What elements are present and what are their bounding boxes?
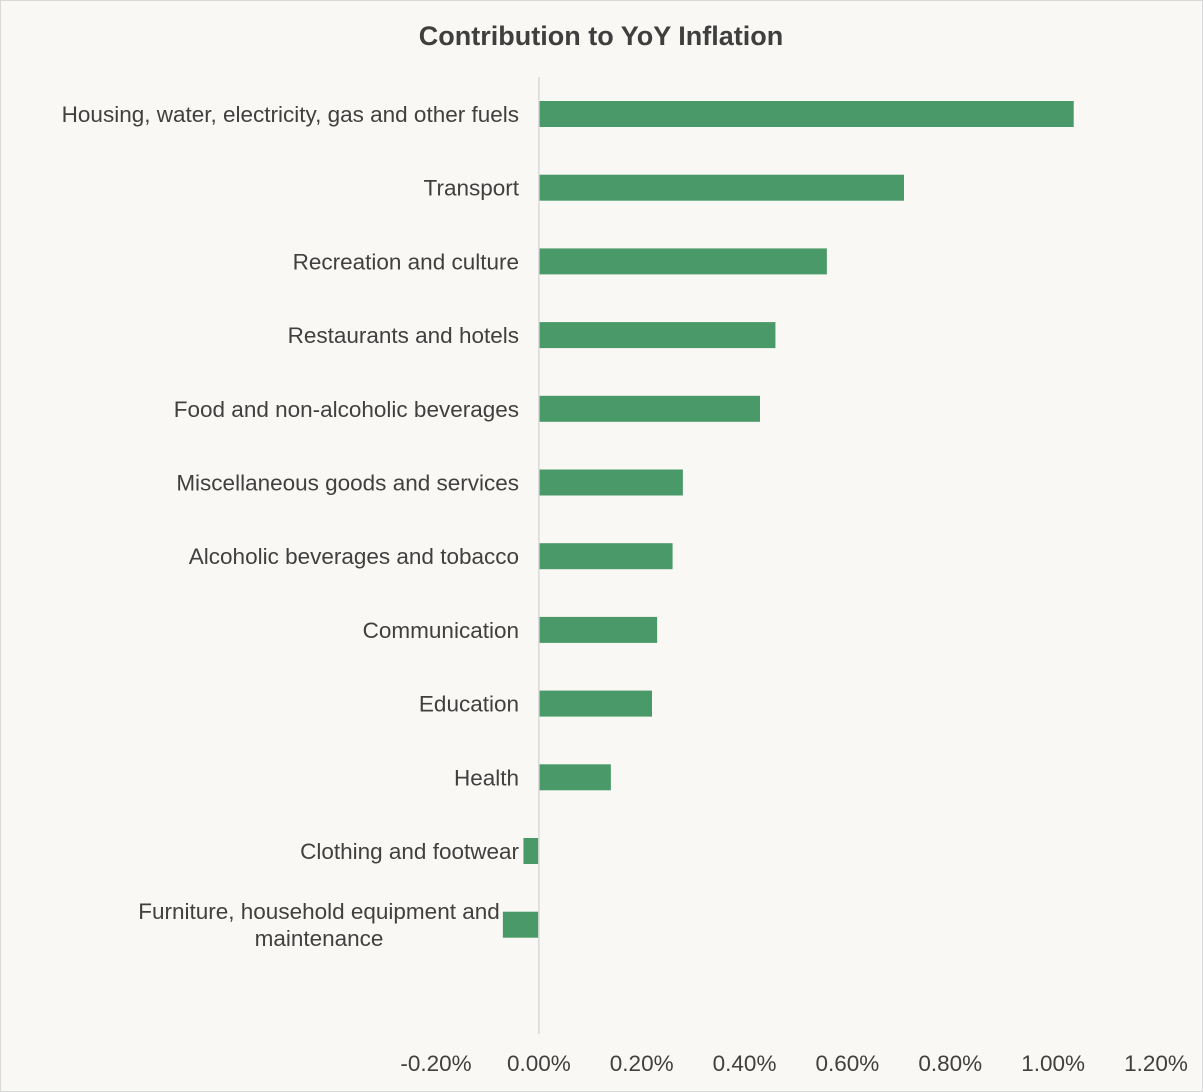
x-tick-label: 0.00% (507, 1051, 571, 1076)
bar (538, 174, 904, 201)
category-label: Food and non-alcoholic beverages (174, 397, 519, 422)
bar (523, 838, 539, 864)
category-label-line: maintenance (255, 926, 384, 951)
bars-layer (502, 101, 1074, 938)
x-tick-label: 0.60% (816, 1051, 880, 1076)
category-label: Communication (363, 618, 519, 643)
x-tick-label: 0.40% (713, 1051, 777, 1076)
chart-title: Contribution to YoY Inflation (419, 21, 783, 51)
x-tick-labels: -0.20% 0.00% 0.20% 0.40% 0.60% 0.80% 1.00% 1.20… (400, 1051, 1188, 1076)
bar (538, 101, 1074, 127)
bar (538, 248, 827, 275)
x-tick-label: 1.20% (1124, 1051, 1188, 1076)
bar (538, 543, 673, 570)
bar (538, 764, 611, 791)
category-label: Miscellaneous goods and services (176, 471, 519, 496)
bar (538, 395, 760, 422)
category-label: Restaurants and hotels (288, 323, 519, 348)
x-tick-label: 0.20% (610, 1051, 674, 1076)
category-label: Health (454, 765, 519, 790)
category-label: Alcoholic beverages and tobacco (189, 544, 519, 569)
category-label: Education (419, 692, 519, 717)
x-tick-label: 0.80% (918, 1051, 982, 1076)
x-tick-label: -0.20% (400, 1051, 471, 1076)
bar (538, 616, 658, 643)
category-label: Recreation and culture (293, 249, 519, 274)
category-label-line: Furniture, household equipment and (138, 899, 500, 924)
category-label: Housing, water, electricity, gas and oth… (62, 102, 519, 127)
bar (538, 690, 652, 717)
category-label: Clothing and footwear (300, 839, 519, 864)
category-label: Transport (424, 176, 520, 201)
category-label: Furniture, household equipment and mainte… (138, 899, 500, 951)
x-tick-label: 1.00% (1021, 1051, 1085, 1076)
category-labels: Housing, water, electricity, gas and oth… (62, 102, 520, 951)
bar (538, 469, 683, 496)
bar (538, 322, 776, 349)
bar (502, 911, 539, 938)
